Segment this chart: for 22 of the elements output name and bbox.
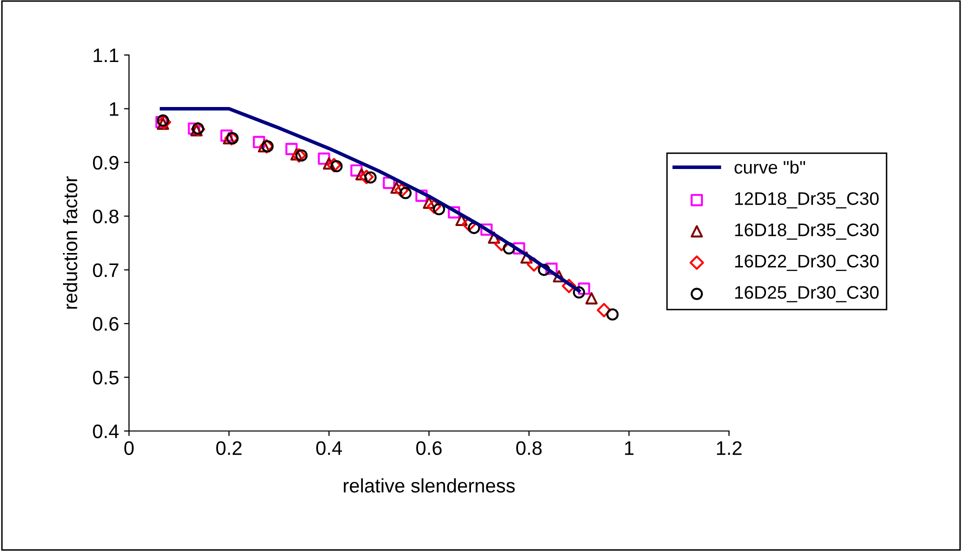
y-tick-label: 0.4 <box>93 424 119 438</box>
legend-label: 12D18_Dr35_C30 <box>735 192 879 208</box>
y-tick-label: 1.1 <box>94 48 118 62</box>
x-tick-label: 0.4 <box>316 441 342 456</box>
y-tick-label: 1 <box>110 102 118 116</box>
x-tick-label: 1.2 <box>716 441 742 455</box>
x-axis-title: relative slenderness <box>344 478 515 493</box>
x-tick-label: 0 <box>124 441 134 456</box>
x-tick-label: 0.2 <box>216 441 242 456</box>
y-tick-label: 0.9 <box>93 156 118 170</box>
legend-label: curve "b" <box>734 160 806 174</box>
y-tick-label: 0.7 <box>93 263 118 278</box>
y-tick-label: 0.8 <box>93 210 118 224</box>
y-axis-title: reduction factor <box>63 176 78 309</box>
legend-label: 16D18_Dr35_C30 <box>735 223 879 240</box>
x-tick-label: 1 <box>625 441 634 455</box>
legend-label: 16D25_Dr30_C30 <box>735 286 879 302</box>
y-tick-label: 0.6 <box>93 317 118 331</box>
x-tick-label: 0.8 <box>516 441 542 456</box>
y-tick-label: 0.5 <box>93 370 118 385</box>
legend-label: 16D22_Dr30_C30 <box>735 254 879 271</box>
x-tick-label: 0.6 <box>416 441 442 456</box>
